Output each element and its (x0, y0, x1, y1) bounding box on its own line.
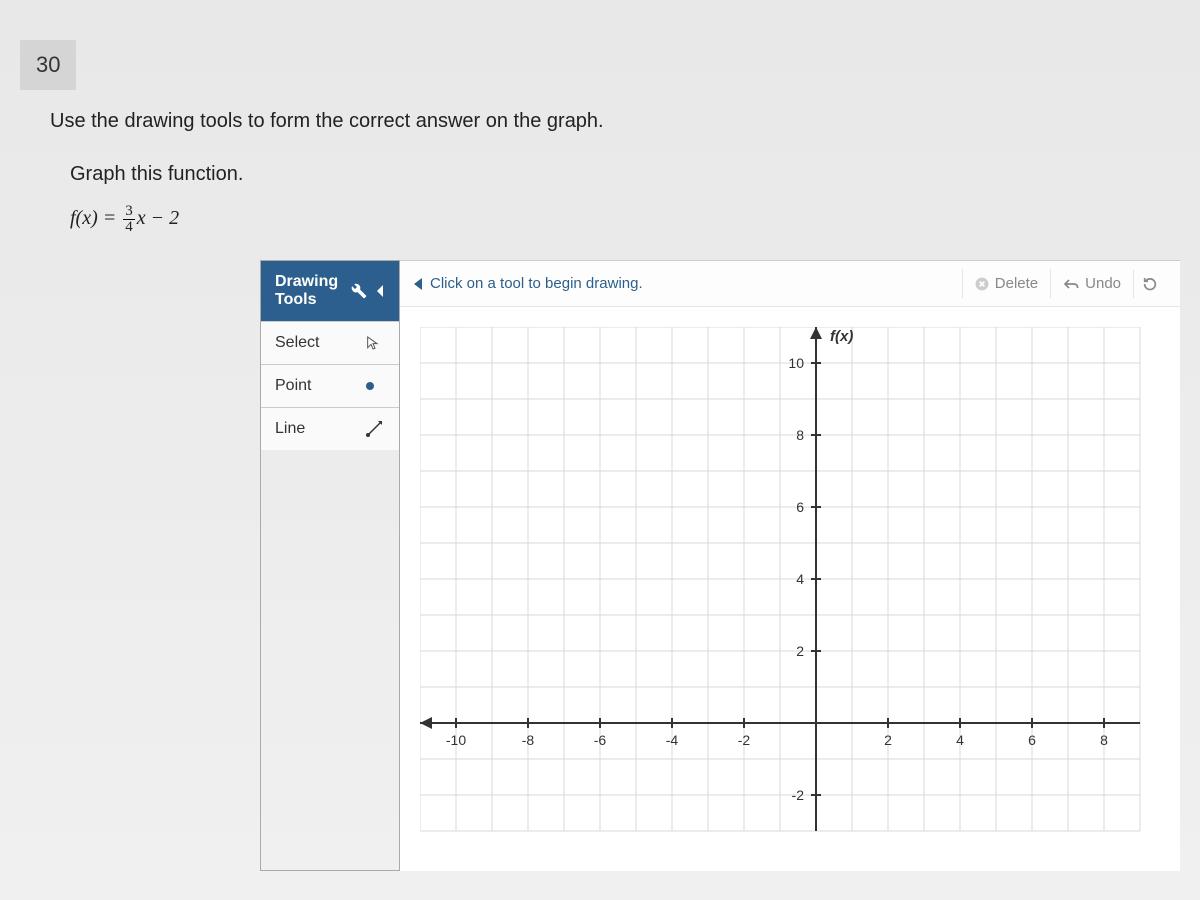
svg-text:-4: -4 (666, 732, 679, 748)
main-instruction: Use the drawing tools to form the correc… (50, 110, 1180, 133)
undo-icon (1063, 277, 1079, 291)
svg-text:-2: -2 (792, 787, 805, 803)
svg-text:4: 4 (956, 732, 964, 748)
dot-icon (365, 381, 385, 391)
svg-text:f(x): f(x) (830, 328, 853, 345)
tool-label: Select (275, 334, 319, 352)
drawing-tools-title: Drawing Tools (275, 273, 351, 309)
drawing-tools-header: Drawing Tools (261, 261, 399, 321)
svg-text:8: 8 (796, 427, 804, 443)
tool-label: Line (275, 420, 305, 438)
svg-text:6: 6 (1028, 732, 1036, 748)
svg-text:6: 6 (796, 499, 804, 515)
reset-button[interactable] (1133, 270, 1166, 298)
function-formula: f(x) = 34x − 2 (70, 204, 1180, 235)
svg-text:-2: -2 (738, 732, 751, 748)
svg-text:2: 2 (884, 732, 892, 748)
delete-button[interactable]: Delete (962, 269, 1050, 298)
undo-button[interactable]: Undo (1050, 269, 1133, 298)
collapse-icon[interactable] (375, 284, 385, 298)
wrench-icon (351, 283, 367, 299)
tool-line[interactable]: Line (261, 407, 399, 450)
line-icon (365, 420, 385, 438)
reset-icon (1142, 276, 1158, 292)
svg-text:-8: -8 (522, 732, 535, 748)
tool-label: Point (275, 377, 311, 395)
svg-text:-10: -10 (446, 732, 466, 748)
graph-area: Click on a tool to begin drawing. Delete… (400, 260, 1180, 871)
tool-point[interactable]: Point (261, 364, 399, 407)
triangle-left-icon (414, 278, 424, 290)
svg-text:10: 10 (788, 355, 804, 371)
coordinate-grid[interactable]: f(x) -10 -8 -6 -4 -2 2 4 6 8 10 8 6 4 2 -2 (420, 327, 1180, 871)
question-number: 30 (20, 40, 76, 90)
sub-instruction: Graph this function. (70, 163, 1180, 186)
cursor-icon (365, 335, 385, 351)
svg-text:2: 2 (796, 643, 804, 659)
toolbar-hint: Click on a tool to begin drawing. (414, 275, 643, 292)
svg-text:-6: -6 (594, 732, 607, 748)
svg-text:4: 4 (796, 571, 804, 587)
tool-select[interactable]: Select (261, 321, 399, 364)
svg-text:8: 8 (1100, 732, 1108, 748)
delete-icon (975, 277, 989, 291)
main-content: Drawing Tools Select Point Line Click on a… (260, 260, 1180, 871)
graph-toolbar: Click on a tool to begin drawing. Delete… (400, 261, 1180, 307)
drawing-tools-panel: Drawing Tools Select Point Line (260, 260, 400, 871)
